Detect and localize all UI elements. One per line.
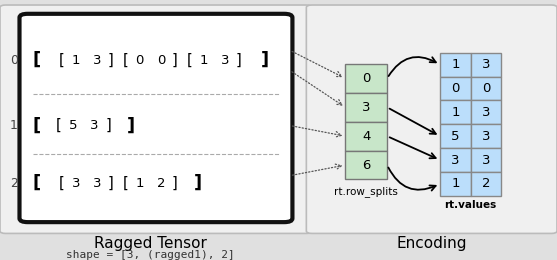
Text: ]: ] [127, 116, 135, 134]
Text: 2: 2 [10, 177, 18, 190]
Bar [345, 151, 387, 179]
FancyBboxPatch shape [0, 5, 312, 233]
Text: [: [ [32, 116, 40, 134]
Text: 2: 2 [482, 177, 490, 190]
Text: 0: 0 [10, 54, 18, 67]
Text: [: [ [123, 53, 129, 68]
Text: 0: 0 [157, 54, 165, 67]
Text: 1: 1 [10, 119, 18, 132]
Bar [471, 76, 501, 100]
Text: 3: 3 [451, 153, 460, 166]
Text: ]: ] [172, 53, 178, 68]
Text: ]: ] [261, 51, 268, 69]
Bar [471, 172, 501, 196]
Bar [345, 64, 387, 93]
Bar [471, 53, 501, 76]
Text: ]: ] [236, 53, 242, 68]
Text: 3: 3 [92, 54, 101, 67]
Text: rt.row_splits: rt.row_splits [334, 186, 398, 197]
Text: 5: 5 [69, 119, 77, 132]
Text: 4: 4 [362, 130, 370, 143]
Text: shape = [3, (ragged1), 2]: shape = [3, (ragged1), 2] [66, 250, 234, 260]
Text: 3: 3 [71, 177, 80, 190]
Text: ]: ] [108, 53, 114, 68]
Text: ]: ] [108, 176, 114, 191]
Bar [345, 122, 387, 151]
FancyBboxPatch shape [19, 14, 292, 222]
Bar [471, 124, 501, 148]
Text: 0: 0 [451, 82, 460, 95]
Text: 3: 3 [92, 177, 101, 190]
Bar [345, 93, 387, 122]
Bar [440, 148, 471, 172]
Text: 1: 1 [199, 54, 208, 67]
Text: [: [ [123, 176, 129, 191]
Text: Encoding: Encoding [397, 236, 467, 251]
Text: 3: 3 [482, 153, 490, 166]
Bar [471, 100, 501, 124]
Text: 3: 3 [221, 54, 229, 67]
Text: rt.values: rt.values [444, 199, 497, 210]
Text: 1: 1 [135, 177, 144, 190]
Text: 5: 5 [451, 130, 460, 143]
Text: 1: 1 [451, 58, 460, 71]
Text: Ragged Tensor: Ragged Tensor [94, 236, 207, 251]
Text: [: [ [59, 176, 65, 191]
Text: 6: 6 [362, 159, 370, 172]
Text: 3: 3 [482, 130, 490, 143]
Bar [440, 76, 471, 100]
Text: 3: 3 [482, 106, 490, 119]
Text: 3: 3 [90, 119, 99, 132]
Text: 1: 1 [71, 54, 80, 67]
Text: 2: 2 [157, 177, 165, 190]
Text: ]: ] [172, 176, 178, 191]
FancyBboxPatch shape [306, 5, 557, 233]
Text: 1: 1 [451, 177, 460, 190]
Text: ]: ] [105, 118, 111, 133]
Text: 0: 0 [362, 72, 370, 85]
Text: [: [ [32, 51, 40, 69]
Bar [440, 100, 471, 124]
Text: [: [ [59, 53, 65, 68]
Bar [440, 124, 471, 148]
Text: [: [ [56, 118, 62, 133]
Bar [440, 172, 471, 196]
Text: [: [ [32, 174, 40, 192]
Bar [440, 53, 471, 76]
Text: 3: 3 [362, 101, 370, 114]
Text: 0: 0 [482, 82, 490, 95]
Text: 0: 0 [135, 54, 144, 67]
Text: 1: 1 [451, 106, 460, 119]
Bar [471, 148, 501, 172]
Text: [: [ [187, 53, 193, 68]
Text: 3: 3 [482, 58, 490, 71]
Text: ]: ] [194, 174, 202, 192]
